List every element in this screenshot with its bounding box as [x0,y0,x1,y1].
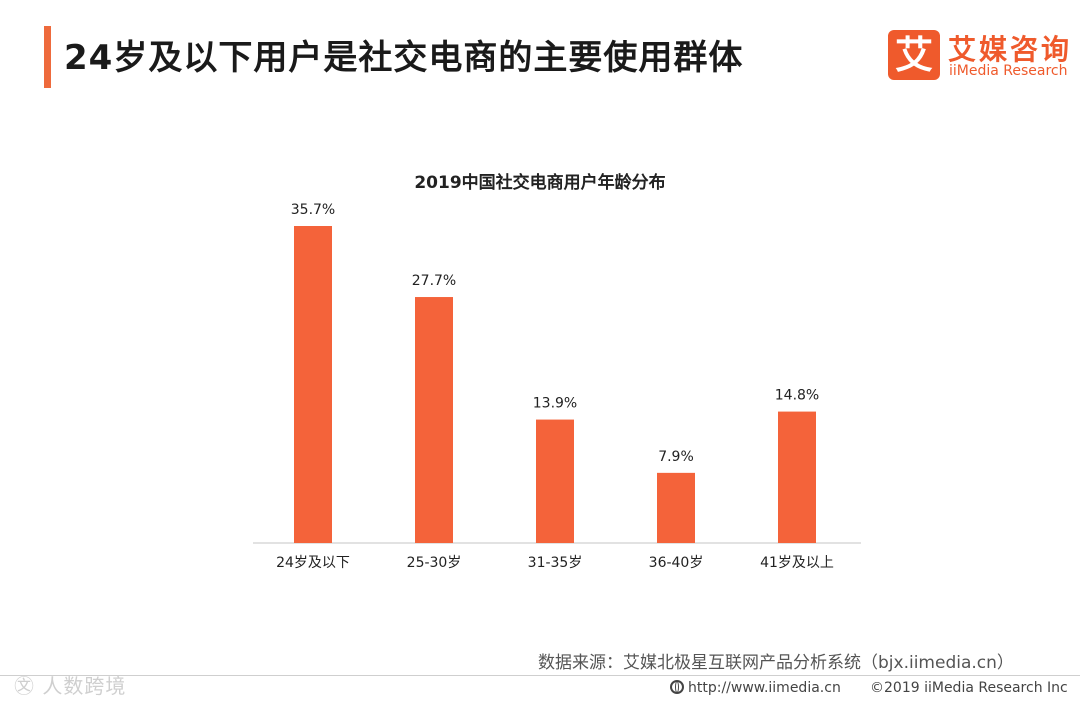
x-tick-label-5: 41岁及以上 [760,555,834,571]
iimedia-logo: 艾 艾媒咨询 iiMedia Research [888,30,1069,82]
age-distribution-chart: 2019中国社交电商用户年龄分布 35.7% 24岁及以下 27.7% 25-30岁 1… [253,172,861,571]
data-label-2: 27.7% [412,273,456,289]
page-title: 24岁及以下用户是社交电商的主要使用群体 [64,38,744,78]
logo-mark: 艾 [888,30,940,80]
logo-name-en: iiMedia Research [949,63,1068,79]
x-tick-label-3: 31-35岁 [528,555,583,571]
data-label-5: 14.8% [775,388,819,404]
title-accent-bar [44,26,51,88]
bar-4 [657,472,695,543]
bar-5 [778,411,816,543]
footer-url[interactable]: http://www.iimedia.cn [670,680,841,696]
data-label-3: 13.9% [533,396,577,412]
x-tick-label-4: 36-40岁 [649,555,704,571]
chart-title: 2019中国社交电商用户年龄分布 [414,172,665,193]
logo-name-cn: 艾媒咨询 [948,33,1073,66]
footer-url-text[interactable]: http://www.iimedia.cn [688,680,841,696]
data-source: 数据来源：艾媒北极星互联网产品分析系统（bjx.iimedia.cn） [538,653,1014,673]
bar-1 [294,226,332,543]
x-tick-label-1: 24岁及以下 [276,555,350,571]
watermark: ㉆ 人数跨境 [14,674,127,698]
x-tick-label-2: 25-30岁 [407,555,462,571]
data-label-4: 7.9% [658,449,694,465]
footer-divider [0,675,1080,676]
footer-copyright: ©2019 iiMedia Research Inc [870,680,1068,696]
globe-icon [670,680,684,694]
bar-2 [415,297,453,543]
data-label-1: 35.7% [291,202,335,218]
bar-3 [536,419,574,543]
